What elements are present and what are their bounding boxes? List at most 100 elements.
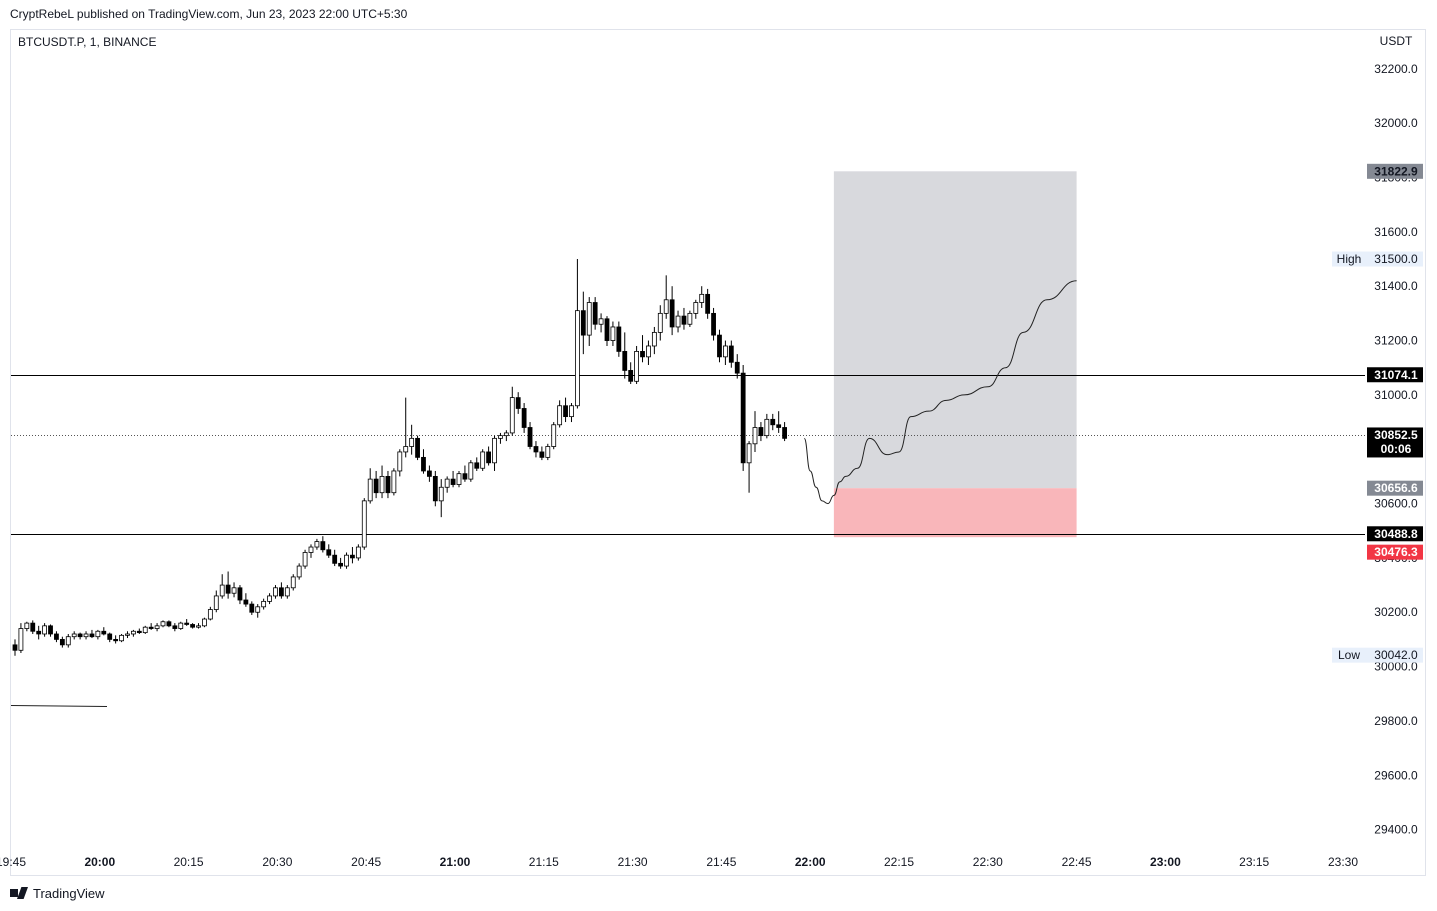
candle-body bbox=[764, 418, 770, 437]
low-label: Low bbox=[1338, 648, 1360, 662]
candle-body bbox=[432, 475, 438, 502]
candle-body bbox=[148, 626, 154, 629]
candle-body bbox=[575, 310, 580, 407]
candle-body bbox=[391, 470, 397, 494]
candle-body bbox=[438, 486, 444, 502]
projection-path[interactable] bbox=[803, 280, 1077, 505]
low-value: 30042.0 bbox=[1374, 648, 1418, 662]
time-tick-label: 21:15 bbox=[529, 855, 559, 869]
candle-body bbox=[379, 475, 385, 494]
candle-body bbox=[119, 634, 124, 642]
time-tick-label: 20:30 bbox=[262, 855, 292, 869]
candle-body bbox=[663, 299, 669, 314]
candle-body bbox=[160, 621, 166, 627]
candle-body bbox=[231, 587, 237, 594]
time-tick-label: 22:45 bbox=[1062, 855, 1092, 869]
stop-price-label-bg bbox=[1367, 544, 1423, 560]
candle-body bbox=[71, 633, 77, 638]
entry-price-label: 30656.6 bbox=[1374, 481, 1418, 495]
time-tick-label: 23:30 bbox=[1328, 855, 1358, 869]
price-tick-label: 29800.0 bbox=[1374, 714, 1418, 728]
price-tick-label: 31600.0 bbox=[1374, 225, 1418, 239]
candle-body bbox=[30, 622, 36, 632]
candle-body bbox=[675, 315, 681, 328]
time-tick-label: 21:45 bbox=[706, 855, 736, 869]
candle-body bbox=[782, 427, 787, 439]
candle-body bbox=[367, 478, 373, 502]
last-price-label: 30852.5 bbox=[1374, 428, 1418, 442]
candle-body bbox=[190, 624, 196, 628]
candle-body bbox=[237, 587, 243, 601]
candle-body bbox=[717, 334, 722, 358]
candle-body bbox=[136, 630, 142, 634]
candle-body bbox=[450, 478, 456, 485]
level-price-label: 30488.8 bbox=[1374, 527, 1418, 541]
trend-segment-line[interactable] bbox=[10, 705, 108, 707]
tradingview-footer[interactable]: TradingView bbox=[10, 884, 105, 902]
candle-body bbox=[338, 562, 344, 567]
target-zone[interactable] bbox=[833, 171, 1077, 489]
time-tick-label: 21:00 bbox=[440, 855, 471, 869]
time-tick-label: 23:00 bbox=[1150, 855, 1181, 869]
candle-body bbox=[628, 370, 634, 382]
candle-body bbox=[213, 595, 219, 610]
stop-zone[interactable] bbox=[833, 488, 1077, 538]
candle-body bbox=[54, 633, 59, 640]
candle-body bbox=[640, 351, 645, 358]
price-tick-label: 29600.0 bbox=[1374, 768, 1418, 782]
candle-body bbox=[456, 473, 462, 485]
candle-body bbox=[243, 599, 249, 605]
high-value: 31500.0 bbox=[1374, 252, 1418, 266]
candle-body bbox=[651, 331, 657, 347]
price-tick-label: 32000.0 bbox=[1374, 116, 1418, 130]
candle-body bbox=[65, 636, 71, 646]
candle-body bbox=[474, 462, 480, 469]
candle-body bbox=[267, 595, 272, 602]
candle-body bbox=[634, 351, 639, 382]
candle-body bbox=[539, 451, 545, 458]
candle-body bbox=[409, 437, 415, 447]
price-tick-label: 32200.0 bbox=[1374, 62, 1418, 76]
stop-price-label: 30476.3 bbox=[1374, 545, 1418, 559]
high-bg bbox=[1332, 251, 1423, 267]
candle-body bbox=[415, 437, 420, 458]
time-tick-label: 20:00 bbox=[84, 855, 115, 869]
candle-body bbox=[486, 451, 492, 464]
candle-body bbox=[314, 541, 320, 548]
time-tick-label: 20:45 bbox=[351, 855, 381, 869]
candle-body bbox=[308, 546, 314, 553]
time-tick-label: 23:15 bbox=[1239, 855, 1269, 869]
candle-body bbox=[492, 437, 497, 464]
candle-body bbox=[551, 424, 557, 447]
candle-body bbox=[284, 587, 290, 597]
candle-body bbox=[12, 644, 18, 651]
symbol-label: BTCUSDT.P, 1, BINANCE bbox=[18, 35, 156, 49]
candle-body bbox=[385, 475, 391, 494]
level-price-label-bg bbox=[1367, 367, 1423, 383]
candle-body bbox=[693, 302, 699, 314]
last-price-label-bg bbox=[1367, 427, 1423, 458]
level-price-label: 31074.1 bbox=[1374, 368, 1418, 382]
candle-body bbox=[278, 587, 284, 597]
candle-body bbox=[296, 565, 302, 578]
candle-body bbox=[480, 451, 486, 469]
candle-body bbox=[498, 435, 503, 439]
candle-body bbox=[705, 293, 711, 314]
countdown-label: 00:06 bbox=[1381, 442, 1412, 456]
candle-body bbox=[586, 302, 592, 336]
candle-body bbox=[569, 405, 574, 418]
price-tick-label: 31400.0 bbox=[1374, 279, 1418, 293]
candle-body bbox=[83, 633, 89, 638]
high-label: High bbox=[1337, 252, 1362, 266]
candle-body bbox=[770, 418, 776, 426]
candle-body bbox=[355, 546, 361, 559]
candle-body bbox=[42, 625, 47, 635]
candle-body bbox=[527, 427, 533, 447]
candle-body bbox=[219, 584, 225, 597]
candle-body bbox=[154, 625, 160, 629]
time-tick-label: 19:45 bbox=[0, 855, 26, 869]
candle-body bbox=[533, 446, 539, 453]
time-tick-label: 22:00 bbox=[795, 855, 826, 869]
candle-body bbox=[403, 446, 409, 453]
